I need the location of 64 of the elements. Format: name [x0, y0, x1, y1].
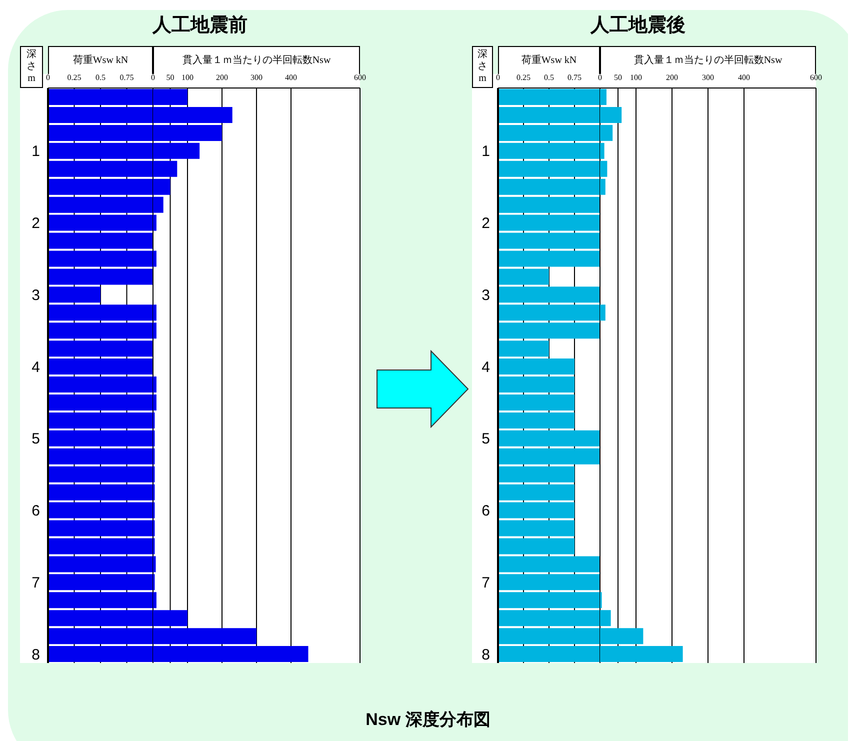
x-tick-label: 400	[285, 73, 297, 82]
x-tick-label: 200	[666, 73, 678, 82]
bar	[498, 448, 600, 464]
x-tick-label: 100	[630, 73, 642, 82]
text: Nsw 深度分布図	[364, 709, 492, 731]
bar	[498, 412, 574, 428]
y-tick-label: 4	[32, 358, 40, 376]
x-tick-label: 0.75	[568, 73, 582, 82]
y-tick-label: 7	[32, 574, 40, 592]
x-tick-label: 100	[182, 73, 194, 82]
y-tick-label: 4	[482, 358, 490, 376]
chart-title: 人工地震前	[151, 14, 248, 38]
y-tick-label: 5	[32, 430, 40, 448]
x-tick-label: 0	[598, 73, 602, 82]
bar	[498, 556, 600, 572]
x-tick-label: 50	[614, 73, 622, 82]
y-axis-title: 深さm	[478, 49, 488, 85]
y-tick-label: 6	[32, 502, 40, 520]
x-tick-label: 0.25	[516, 73, 530, 82]
bar	[498, 322, 600, 339]
bar	[498, 196, 600, 213]
bar	[498, 574, 600, 590]
chart-title: 人工地震後	[589, 14, 686, 38]
x-tick-label: 300	[250, 73, 262, 82]
x-tick-label: 0	[46, 73, 50, 82]
x-axis-title: 貫入量１ｍ当たりの半回転数Nsw	[600, 46, 816, 74]
y-tick-label: 7	[482, 574, 490, 592]
x-axis-title: 荷重Wsw kN	[48, 46, 153, 74]
x-tick-label: 0.25	[67, 73, 82, 82]
y-tick-label: 5	[482, 430, 490, 448]
bar	[498, 376, 574, 392]
x-tick-label: 600	[810, 73, 822, 82]
x-tick-label: 400	[738, 73, 750, 82]
bar	[498, 268, 549, 285]
bar	[498, 430, 600, 446]
y-tick-label: 2	[32, 215, 40, 232]
y-tick-label: 8	[32, 646, 40, 664]
x-tick-label: 50	[166, 73, 174, 82]
bar	[498, 484, 574, 500]
y-tick-label: 6	[482, 502, 490, 520]
x-tick-label: 0.75	[120, 73, 134, 82]
y-tick-label: 8	[482, 646, 490, 664]
bar	[498, 340, 549, 357]
x-tick-label: 0	[496, 73, 500, 82]
bar	[498, 214, 600, 231]
bar	[498, 358, 574, 375]
bar	[498, 502, 574, 518]
y-tick-label: 1	[482, 143, 490, 160]
bar	[498, 394, 574, 410]
bar	[498, 466, 574, 482]
y-tick-label: 3	[32, 286, 40, 304]
x-tick-label: 600	[354, 73, 366, 82]
x-axis-title: 荷重Wsw kN	[498, 46, 600, 74]
x-tick-label: 0.5	[544, 73, 554, 82]
y-tick-label: 2	[482, 215, 490, 232]
x-tick-label: 200	[216, 73, 228, 82]
x-tick-label: 0.5	[96, 73, 106, 82]
y-tick-label: 3	[482, 286, 490, 304]
y-axis-title: 深さm	[26, 49, 36, 85]
x-tick-label: 0	[151, 73, 155, 82]
bar	[498, 286, 600, 303]
y-tick-label: 1	[32, 143, 40, 160]
x-axis-title: 貫入量１ｍ当たりの半回転数Nsw	[153, 46, 360, 74]
x-tick-label: 300	[702, 73, 714, 82]
